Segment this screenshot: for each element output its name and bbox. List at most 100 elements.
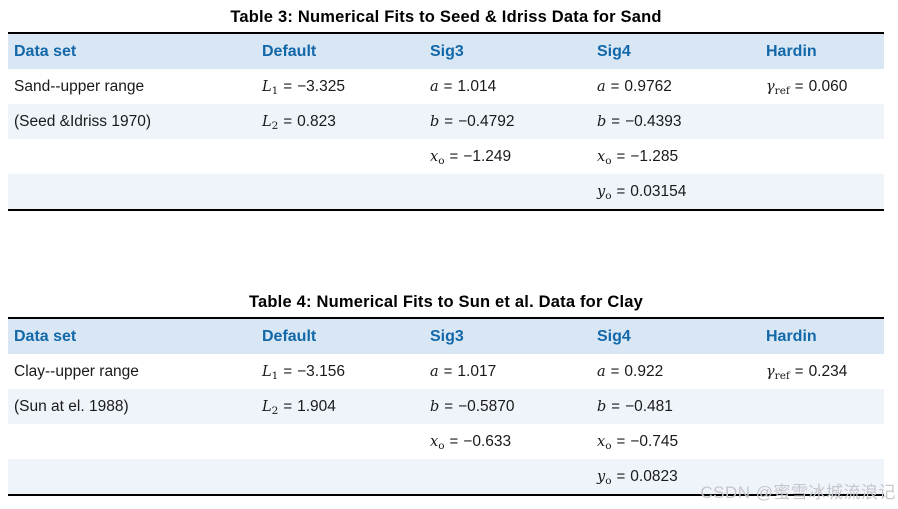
dataset-cell <box>8 459 256 495</box>
math-var: L <box>262 398 272 415</box>
empty-cell <box>256 174 424 210</box>
math-value: 1.014 <box>457 77 497 95</box>
equals-sign: = <box>611 397 621 415</box>
math-value: −1.285 <box>630 147 679 165</box>
math-value: 0.234 <box>808 362 848 380</box>
math-var: y <box>597 468 606 485</box>
table4-title: Table 4: Numerical Fits to Sun et al. Da… <box>248 293 644 311</box>
math-var: L <box>262 363 272 380</box>
equals-sign: = <box>444 397 454 415</box>
math-var: a <box>597 78 606 95</box>
table-row: Clay--upper range L1 = −3.156 a = 1.017 a = 0.… <box>8 354 884 389</box>
dataset-cell: Sand--upper range <box>14 77 145 95</box>
equals-sign: = <box>443 362 453 380</box>
table3-title: Table 3: Numerical Fits to Seed & Idriss… <box>230 8 662 26</box>
equals-sign: = <box>443 77 453 95</box>
math-sub: ref <box>774 84 790 97</box>
math-var: b <box>430 398 440 415</box>
math-value: −1.249 <box>463 147 512 165</box>
sig4-cell: xo = −1.285 <box>591 139 760 174</box>
table3-header-row: Data set Default Sig3 Sig4 Hardin <box>8 33 884 69</box>
math-var: L <box>262 78 272 95</box>
equals-sign: = <box>610 77 620 95</box>
table4-header-row: Data set Default Sig3 Sig4 Hardin <box>8 318 884 354</box>
table-row: (Seed &Idriss 1970) L2 = 0.823 b = −0.4792 b… <box>8 104 884 139</box>
equals-sign: = <box>444 112 454 130</box>
math-value: −0.633 <box>463 432 512 450</box>
sig3-cell: a = 1.014 <box>424 69 591 104</box>
column-header-default: Default <box>262 42 317 60</box>
sig3-cell: b = −0.5870 <box>424 389 591 424</box>
table3: Data set Default Sig3 Sig4 Hardin Sand--… <box>8 32 884 211</box>
math-value: 0.9762 <box>624 77 672 95</box>
empty-cell <box>760 104 884 139</box>
math-value: −3.325 <box>297 77 345 95</box>
math-var: x <box>430 433 439 450</box>
sig3-cell: b = −0.4792 <box>424 104 591 139</box>
equals-sign: = <box>283 112 293 130</box>
sig4-cell: a = 0.922 <box>591 354 760 389</box>
sig3-cell: xo = −0.633 <box>424 424 591 459</box>
math-value: −0.4393 <box>625 112 682 130</box>
equals-sign: = <box>794 362 804 380</box>
dataset-cell <box>8 424 256 459</box>
math-var: a <box>597 363 606 380</box>
math-value: −0.481 <box>625 397 673 415</box>
math-value: −0.745 <box>630 432 679 450</box>
table-row: (Sun at el. 1988) L2 = 1.904 b = −0.5870 b = −… <box>8 389 884 424</box>
sig4-cell: yo = 0.03154 <box>591 174 760 210</box>
column-header-sig4: Sig4 <box>597 327 631 345</box>
equals-sign: = <box>611 112 621 130</box>
dataset-cell <box>8 174 256 210</box>
column-header-sig3: Sig3 <box>430 42 464 60</box>
table-row: xo = −0.633 xo = −0.745 <box>8 424 884 459</box>
column-header-dataset: Data set <box>14 42 77 60</box>
dataset-cell <box>8 139 256 174</box>
math-sub: o <box>605 439 612 452</box>
math-sub: o <box>605 189 612 202</box>
empty-cell <box>424 459 591 495</box>
math-var: x <box>597 433 606 450</box>
equals-sign: = <box>283 397 293 415</box>
math-sub: ref <box>774 369 790 382</box>
math-sub: o <box>438 154 445 167</box>
math-var: y <box>597 183 606 200</box>
table-row: yo = 0.0823 <box>8 459 884 495</box>
sig4-cell: yo = 0.0823 <box>591 459 760 495</box>
empty-cell <box>256 139 424 174</box>
equals-sign: = <box>616 467 626 485</box>
equals-sign: = <box>616 147 626 165</box>
math-var: x <box>597 148 606 165</box>
math-var: b <box>597 113 607 130</box>
column-header-hardin: Hardin <box>766 327 817 345</box>
math-value: −3.156 <box>297 362 345 380</box>
sig4-cell: xo = −0.745 <box>591 424 760 459</box>
equals-sign: = <box>794 77 804 95</box>
sig3-cell: a = 1.017 <box>424 354 591 389</box>
math-value: 0.922 <box>624 362 664 380</box>
math-var: L <box>262 113 272 130</box>
math-sub: o <box>438 439 445 452</box>
math-sub: o <box>605 474 612 487</box>
empty-cell <box>760 174 884 210</box>
default-cell: L2 = 1.904 <box>256 389 424 424</box>
math-value: 1.017 <box>457 362 497 380</box>
math-value: −0.4792 <box>458 112 515 130</box>
sig3-cell: xo = −1.249 <box>424 139 591 174</box>
sig4-cell: a = 0.9762 <box>591 69 760 104</box>
empty-cell <box>760 139 884 174</box>
math-sub: 1 <box>271 84 279 97</box>
dataset-cell: (Seed &Idriss 1970) <box>14 112 151 130</box>
sig4-cell: b = −0.4393 <box>591 104 760 139</box>
table3-section: Table 3: Numerical Fits to Seed & Idriss… <box>8 8 886 211</box>
table-row: xo = −1.249 xo = −1.285 <box>8 139 884 174</box>
math-sub: 2 <box>271 404 279 417</box>
equals-sign: = <box>616 182 626 200</box>
equals-sign: = <box>449 147 459 165</box>
equals-sign: = <box>283 77 293 95</box>
column-header-default: Default <box>262 327 317 345</box>
empty-cell <box>760 389 884 424</box>
table-row: Sand--upper range L1 = −3.325 a = 1.014 a = 0.… <box>8 69 884 104</box>
sig4-cell: b = −0.481 <box>591 389 760 424</box>
